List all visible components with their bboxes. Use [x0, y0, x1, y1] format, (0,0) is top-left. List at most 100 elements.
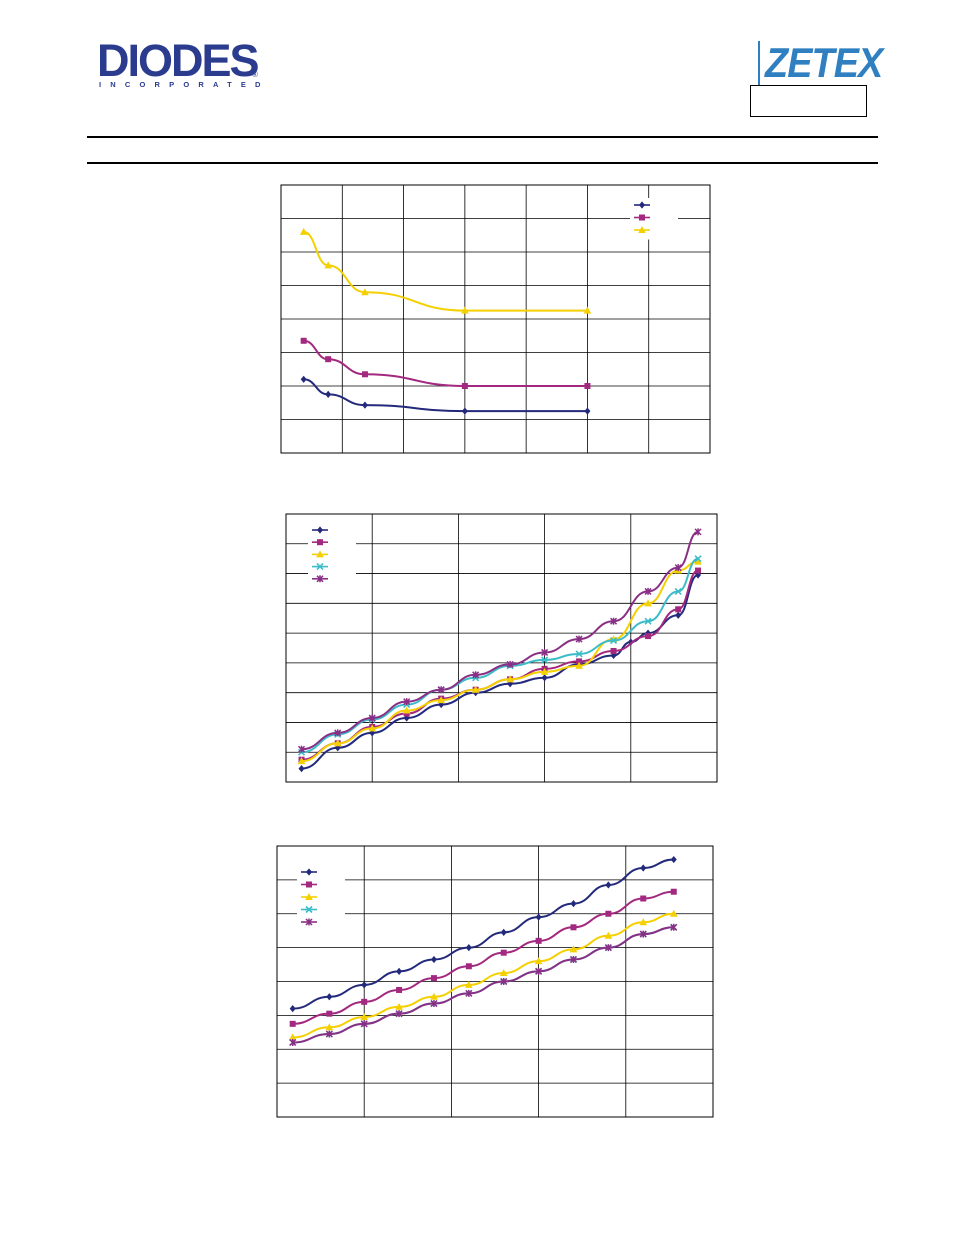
chart-3-series-2-point — [535, 937, 542, 944]
chart-3-series-5-point — [289, 1038, 297, 1047]
chart-3-series-5-point — [569, 955, 578, 964]
chart-2-series-4-point — [575, 650, 583, 658]
chart-3-series-2-point — [289, 1020, 296, 1027]
chart-1-series-3-point — [361, 288, 369, 296]
chart-3-legend-marker-3 — [305, 893, 313, 900]
chart-2-series-1-point — [298, 765, 305, 773]
chart-2-legend-background — [308, 523, 356, 588]
chart-3-series-1-line — [292, 858, 674, 1010]
chart-2-series-5-point — [575, 635, 583, 643]
chart-1-series-3-point — [324, 261, 332, 269]
chart-2-series-4-point — [644, 617, 652, 625]
chart-2-series-3-point — [694, 557, 702, 565]
chart-3-series-2-line — [292, 890, 674, 1025]
chart-2-series-2-point — [675, 606, 682, 613]
chart-3-series-3-point — [499, 969, 508, 977]
chart-3-series-5-point — [535, 967, 543, 975]
chart-2-series-2-point — [610, 647, 617, 654]
chart-1-legend-marker-2 — [639, 214, 645, 221]
chart-2-series-5-point — [334, 729, 342, 737]
zetex-logo-bar — [758, 41, 760, 85]
chart-2-series-3-point — [506, 675, 514, 683]
chart-2-legend-marker-5 — [316, 575, 324, 583]
chart-3-series-2-point — [670, 888, 677, 895]
chart-3-series-1-point — [361, 981, 368, 989]
chart-2-series-4-point — [609, 636, 618, 645]
chart-2-series-3-point — [333, 739, 342, 747]
chart-3-legend-marker-1 — [306, 868, 312, 876]
chart-2-series-3-point — [644, 599, 652, 607]
chart-1-series-1-point — [361, 401, 368, 409]
chart-2-legend-marker-2 — [317, 539, 323, 546]
chart-2-legend-marker-3 — [316, 550, 324, 558]
chart-3-series-3-line — [292, 912, 674, 1039]
chart-3-series-3-point — [639, 918, 648, 926]
chart-3-series-3-point — [604, 931, 613, 939]
diodes-logo-subtext: INCORPORATED — [99, 80, 270, 89]
chart-3-series-2-point — [326, 1010, 333, 1017]
part-number-box — [750, 85, 867, 117]
chart-3-series-1-point — [535, 913, 542, 921]
chart-3-series-2-point — [570, 924, 577, 931]
chart-2-series-5-point — [403, 698, 411, 706]
chart-2-series-3-point — [540, 667, 549, 675]
chart-1-legend-marker-1 — [639, 201, 645, 209]
chart-3-series-3-point — [534, 957, 543, 965]
chart-2-series-5-point — [506, 660, 514, 668]
chart-2-series-3-point — [437, 696, 445, 704]
chart-3-series-1-point — [670, 855, 677, 864]
chart-2-legend-marker-4 — [316, 563, 324, 571]
chart-3-series-2-point — [465, 963, 472, 970]
chart-2-series-4-point — [694, 555, 702, 563]
chart-3-series-3-point — [325, 1023, 334, 1031]
chart-3-series-5-point — [604, 944, 612, 952]
chart-2 — [285, 513, 718, 783]
chart-3-series-2-point — [361, 998, 368, 1005]
chart-3-series-5-point — [639, 930, 647, 938]
chart-3-legend-background — [297, 865, 345, 932]
chart-1-series-1-point — [461, 407, 468, 415]
chart-2-series-3-point — [402, 706, 411, 714]
chart-2-series-3-point — [575, 661, 583, 669]
chart-3-series-1-point — [430, 955, 437, 964]
chart-2-legend-marker-1 — [317, 526, 323, 534]
chart-1-series-2-point — [325, 356, 332, 363]
chart-3-series-3-point — [288, 1033, 297, 1041]
chart-2-series-4-point — [541, 656, 549, 664]
chart-1-series-2-point — [584, 383, 591, 389]
chart-3-series-1-point — [605, 881, 612, 889]
chart-3-series-3-point — [465, 980, 473, 988]
chart-3-series-1-point — [500, 928, 507, 936]
chart-3-series-3-point — [430, 992, 438, 1000]
chart-3-series-3-point — [360, 1013, 368, 1021]
chart-2-series-5-point — [472, 671, 480, 679]
chart-1-series-3-point — [299, 227, 308, 235]
header-rule-top — [87, 136, 878, 138]
chart-3-series-1-point — [289, 1005, 296, 1013]
chart-3-series-2-point — [500, 949, 507, 956]
chart-2-series-5-point — [674, 564, 682, 572]
chart-3-series-3-point — [569, 945, 578, 953]
chart-1-series-1-point — [584, 407, 591, 415]
zetex-logo: ZETEX — [750, 38, 883, 117]
diodes-logo: DIODES — [97, 35, 260, 86]
chart-3-series-5-point — [360, 1020, 368, 1028]
chart-3-series-3-point — [395, 1002, 403, 1010]
chart-2-series-3-point — [471, 685, 480, 693]
chart-1-series-2-line — [303, 339, 588, 388]
chart-2-series-2-point — [576, 658, 583, 665]
chart-3-series-5-point — [325, 1030, 333, 1038]
chart-2-series-1-point — [541, 674, 548, 682]
chart-3-series-2-point — [605, 910, 612, 917]
diodes-logo-registered-mark: ® — [252, 70, 258, 79]
chart-1-series-3-point — [583, 306, 592, 314]
chart-2-series-4-point — [674, 587, 682, 595]
chart-2-series-1-point — [610, 651, 617, 660]
chart-2-series-5-point — [610, 617, 618, 625]
chart-3-series-5-point — [430, 999, 438, 1008]
chart-3-legend-marker-2 — [306, 881, 312, 888]
chart-3-series-2-point — [640, 895, 647, 902]
chart-3-legend-marker-5 — [305, 918, 313, 926]
chart-3-series-2-point — [396, 986, 403, 993]
